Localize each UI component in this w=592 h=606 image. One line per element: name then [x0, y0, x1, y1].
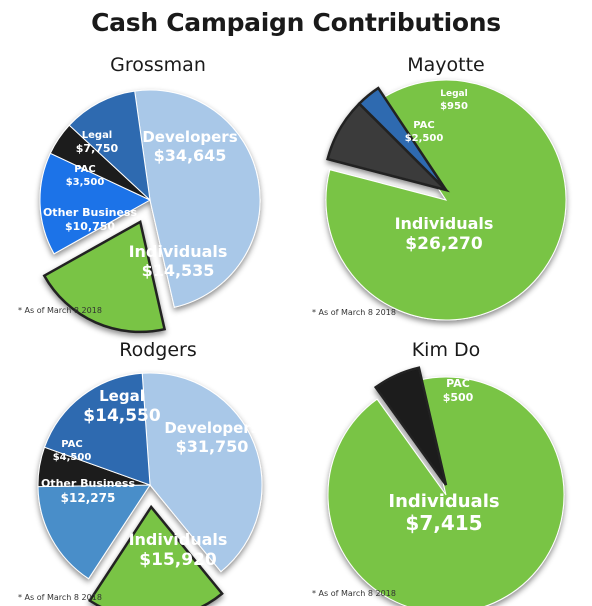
- slice-developers: [134, 89, 261, 308]
- pie-slices: [327, 366, 565, 606]
- slice-name-label: PAC: [61, 439, 83, 450]
- chart-panel-mayotte: Mayotte Individuals $26,270 PAC $2,500 Legal…: [296, 50, 592, 321]
- pie-chart-rodgers: Developers$31,750 Individuals$15,920 Other…: [37, 372, 263, 606]
- slice-name-label: Developers: [142, 128, 237, 146]
- slice-name-label: Other Business: [41, 477, 136, 490]
- slice-developers: [141, 372, 263, 573]
- slice-individuals: [88, 504, 224, 606]
- slice-other-business: [37, 484, 151, 580]
- slice-individuals: [42, 220, 167, 334]
- slice-legal: [68, 90, 151, 202]
- footnote-grossman: * As of March 8 2018: [18, 306, 102, 315]
- slice-value-label: $10,750: [65, 220, 115, 233]
- chart-panel-rodgers: Rodgers Developers $31,750 Individuals $15,…: [0, 335, 296, 606]
- slice-value-label: $950: [440, 101, 468, 112]
- chart-panel-grossman: Grossman Developers $34,645 Individuals $14…: [0, 50, 296, 334]
- slice-name-label: PAC: [446, 377, 470, 390]
- slice-value-label: $7,750: [76, 142, 119, 155]
- slice-legal: [357, 86, 448, 191]
- page-title: Cash Campaign Contributions: [91, 8, 501, 37]
- pie-labels: Individuals$26,270 PAC $2,500 Legal $950: [395, 89, 494, 254]
- pie-chart-kim-do: Individuals$7,415 PAC$500: [327, 366, 565, 606]
- slice-name-label: Developers: [164, 419, 259, 437]
- pie-chart-grossman: Developers$34,645 Individuals$14,535 Other…: [39, 89, 261, 334]
- pie-slices: [37, 372, 263, 606]
- slice-legal: [43, 372, 151, 486]
- slice-value-label: $2,500: [405, 133, 444, 144]
- slice-value-label: $14,550: [83, 406, 161, 426]
- pie-labels: Individuals$7,415 PAC$500: [388, 377, 499, 535]
- slice-name-label: Individuals: [388, 491, 499, 512]
- footnote-mayotte: * As of March 8 2018: [312, 308, 396, 317]
- slice-value-label: $31,750: [176, 437, 249, 456]
- slice-name-label: PAC: [413, 120, 435, 131]
- slice-value-label: $500: [443, 391, 474, 404]
- chart-title-mayotte: Mayotte: [407, 54, 485, 76]
- slice-pac: [373, 366, 448, 486]
- slice-name-label: PAC: [74, 164, 96, 175]
- slice-name-label: Individuals: [129, 530, 228, 549]
- slice-value-label: $15,920: [139, 550, 217, 570]
- footnote-rodgers: * As of March 8 2018: [18, 593, 102, 602]
- slice-value-label: $7,415: [405, 511, 482, 535]
- slice-name-label: Individuals: [395, 214, 494, 233]
- chart-title-rodgers: Rodgers: [119, 339, 197, 361]
- slice-individuals: [327, 376, 565, 606]
- pie-labels: Developers$31,750 Individuals$15,920 Other…: [41, 387, 260, 570]
- chart-title-grossman: Grossman: [110, 54, 206, 76]
- slice-value-label: $34,645: [154, 146, 227, 165]
- slice-value-label: $14,535: [142, 261, 215, 280]
- pie-chart-mayotte: Individuals$26,270 PAC $2,500 Legal $950: [325, 79, 567, 321]
- slice-name-label: Legal: [440, 89, 467, 99]
- slice-value-label: $3,500: [66, 177, 105, 188]
- chart-title-kim-do: Kim Do: [411, 339, 481, 361]
- slice-individuals: [325, 79, 567, 321]
- footnote-kim-do: * As of March 8 2018: [312, 589, 396, 598]
- pie-labels: Developers$34,645 Individuals$14,535 Other…: [43, 128, 238, 280]
- pie-slices: [325, 79, 567, 321]
- slice-name-label: Legal: [82, 130, 113, 141]
- slice-value-label: $12,275: [61, 491, 116, 505]
- slice-other-business: [39, 152, 152, 255]
- slice-name-label: Individuals: [129, 242, 228, 261]
- pie-slices: [39, 89, 261, 334]
- slice-value-label: $4,500: [53, 452, 92, 463]
- slice-name-label: Legal: [99, 387, 145, 405]
- slice-value-label: $26,270: [405, 234, 483, 254]
- chart-panel-kim-do: Kim Do Individuals $7,415 PAC $500 * As of …: [296, 335, 592, 606]
- slice-name-label: Other Business: [43, 206, 138, 219]
